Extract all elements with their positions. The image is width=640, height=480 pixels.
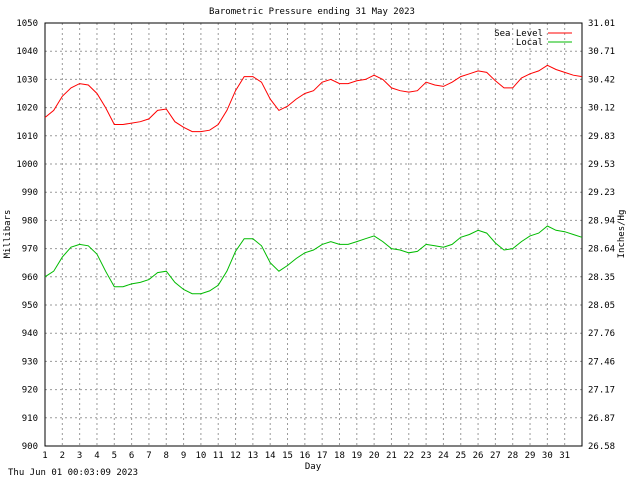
x-tick-label: 15 <box>282 451 293 461</box>
series-line-local <box>44 225 583 295</box>
y2-axis-label: Inches/Hg <box>617 210 627 259</box>
x-tick-label: 12 <box>230 451 241 461</box>
y2-tick-label: 28.35 <box>588 273 615 283</box>
y2-tick-label: 26.87 <box>588 414 615 424</box>
chart-title: Barometric Pressure ending 31 May 2023 <box>209 7 415 17</box>
y-tick-label: 1050 <box>16 19 38 29</box>
y2-tick-label: 29.23 <box>588 188 615 198</box>
x-tick-label: 26 <box>473 451 484 461</box>
series-line-sea-level <box>44 64 583 133</box>
y-tick-label: 960 <box>22 273 38 283</box>
x-tick-label: 8 <box>164 451 169 461</box>
y2-tick-label: 31.01 <box>588 19 615 29</box>
y2-tick-label: 27.17 <box>588 386 615 396</box>
y2-tick-label: 29.53 <box>588 160 615 170</box>
x-axis: 1 2 3 4 5 6 7 8 9 10 11 12 13 14 15 16 17 18 19 20 21 22 23 24 2… <box>42 451 570 461</box>
y-axis-left: 1050 1040 1030 1020 1010 1000 990 980 970 960 950 9… <box>16 19 38 452</box>
x-tick-label: 1 <box>42 451 47 461</box>
x-axis-label: Day <box>305 462 322 472</box>
y-axis-label: Millibars <box>3 210 13 259</box>
y-tick-label: 980 <box>22 216 38 226</box>
y2-tick-label: 30.71 <box>588 47 615 57</box>
y-tick-label: 900 <box>22 442 38 452</box>
x-tick-label: 2 <box>60 451 65 461</box>
x-tick-label: 9 <box>181 451 186 461</box>
y2-tick-label: 30.42 <box>588 75 615 85</box>
y-tick-label: 1010 <box>16 132 38 142</box>
x-tick-label: 27 <box>490 451 501 461</box>
x-tick-label: 19 <box>351 451 362 461</box>
x-tick-label: 13 <box>247 451 258 461</box>
x-tick-label: 18 <box>334 451 345 461</box>
x-tick-label: 5 <box>112 451 117 461</box>
y2-tick-label: 28.94 <box>588 216 615 226</box>
x-tick-label: 25 <box>455 451 466 461</box>
y2-tick-label: 28.05 <box>588 301 615 311</box>
x-tick-label: 3 <box>77 451 82 461</box>
y-axis-right: 31.01 30.71 30.42 30.12 29.83 29.53 29.23 28.94… <box>588 19 615 452</box>
x-tick-label: 21 <box>386 451 397 461</box>
x-tick-label: 22 <box>403 451 414 461</box>
y-tick-label: 970 <box>22 245 38 255</box>
grid-lines <box>45 23 582 446</box>
plot-area-border <box>44 22 583 447</box>
y-tick-label: 940 <box>22 329 38 339</box>
y-tick-label: 1020 <box>16 104 38 114</box>
x-tick-label: 24 <box>438 451 449 461</box>
x-tick-label: 17 <box>317 451 328 461</box>
series-lines <box>44 64 583 295</box>
x-tick-label: 28 <box>507 451 518 461</box>
x-tick-label: 31 <box>559 451 570 461</box>
timestamp-footer: Thu Jun 01 00:03:09 2023 <box>8 468 139 478</box>
x-tick-label: 6 <box>129 451 134 461</box>
x-tick-label: 20 <box>369 451 380 461</box>
y-tick-label: 930 <box>22 357 38 367</box>
y-tick-label: 920 <box>22 386 38 396</box>
y-tick-label: 1030 <box>16 75 38 85</box>
x-tick-label: 4 <box>94 451 99 461</box>
y-tick-label: 950 <box>22 301 38 311</box>
y2-tick-label: 28.64 <box>588 245 615 255</box>
y2-tick-label: 27.46 <box>588 357 615 367</box>
x-tick-label: 30 <box>542 451 553 461</box>
y-tick-label: 910 <box>22 414 38 424</box>
legend-label: Local <box>516 38 543 48</box>
x-tick-label: 11 <box>213 451 224 461</box>
x-tick-label: 16 <box>299 451 310 461</box>
y2-tick-label: 27.76 <box>588 329 615 339</box>
y-tick-label: 990 <box>22 188 38 198</box>
y-tick-label: 1040 <box>16 47 38 57</box>
x-tick-label: 10 <box>195 451 206 461</box>
x-tick-label: 29 <box>525 451 536 461</box>
y2-tick-label: 26.58 <box>588 442 615 452</box>
x-tick-label: 23 <box>421 451 432 461</box>
y-tick-label: 1000 <box>16 160 38 170</box>
x-tick-label: 14 <box>265 451 276 461</box>
x-tick-label: 7 <box>146 451 151 461</box>
y2-tick-label: 30.12 <box>588 104 615 114</box>
y2-tick-label: 29.83 <box>588 132 615 142</box>
legend-label: Sea Level <box>494 29 543 39</box>
